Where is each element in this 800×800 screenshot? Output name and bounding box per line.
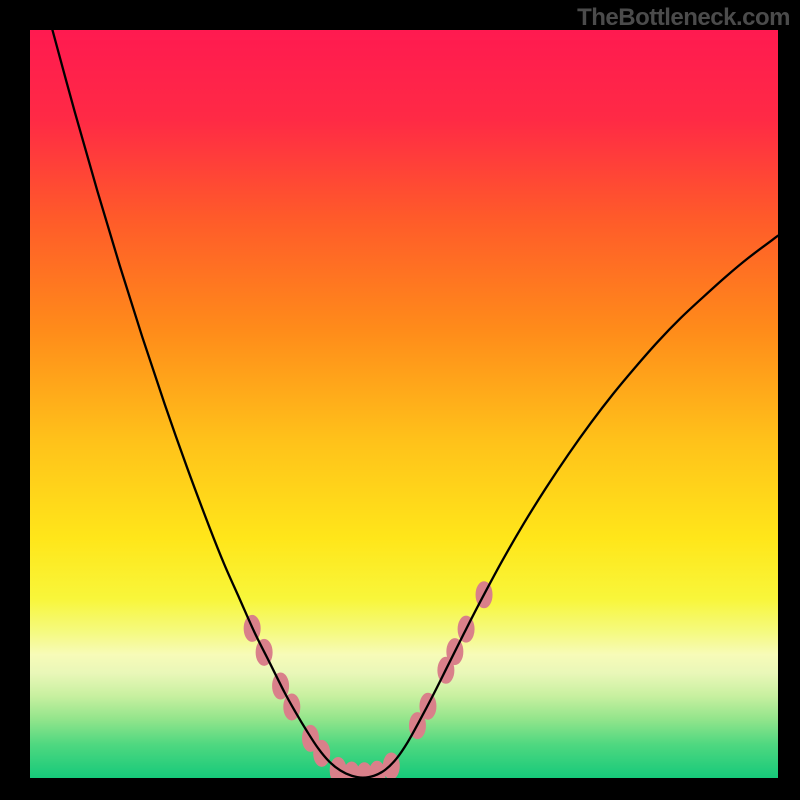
watermark-text: TheBottleneck.com [577, 4, 790, 32]
plot-area [30, 30, 778, 778]
curve-layer [30, 30, 778, 778]
main-curve [52, 30, 778, 778]
figure-root: TheBottleneck.com [0, 0, 800, 800]
